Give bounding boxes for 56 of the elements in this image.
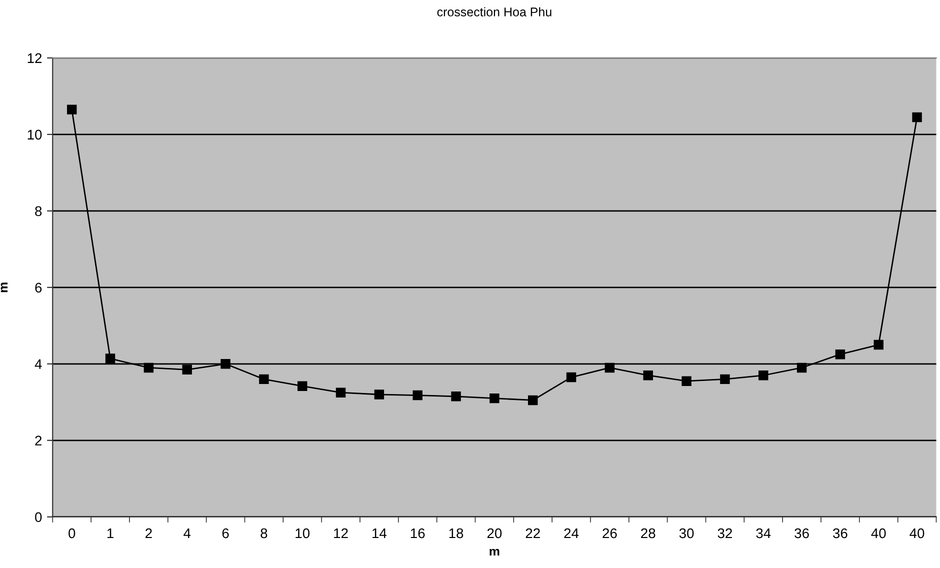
point — [758, 370, 768, 380]
x-tick-label: 26 — [602, 528, 617, 538]
x-tick-label: 30 — [679, 528, 694, 538]
point — [297, 381, 308, 391]
y-tick-label: 10 — [28, 130, 42, 140]
x-tick-label: 20 — [487, 528, 502, 538]
y-tick-label: 0 — [35, 512, 42, 522]
point — [682, 376, 692, 386]
x-tick-label: 40 — [871, 528, 886, 538]
x-tick-label: 16 — [410, 528, 425, 538]
point — [259, 374, 269, 384]
point — [796, 362, 807, 373]
x-tick-label: 0 — [68, 528, 76, 538]
y-tick-label: 12 — [28, 53, 42, 63]
point — [528, 395, 538, 406]
x-tick-label: 22 — [526, 528, 540, 538]
x-tick-label: 34 — [756, 528, 771, 538]
x-tick-label: 6 — [222, 528, 229, 538]
point — [874, 340, 884, 350]
point — [451, 392, 461, 402]
x-tick-label: 8 — [260, 528, 268, 538]
x-tick-label: 32 — [718, 528, 732, 538]
y-axis-title: m — [0, 282, 8, 292]
chart-title: crossection Hoa Phu — [437, 7, 552, 16]
x-tick-label: 36 — [794, 528, 809, 538]
point — [604, 362, 615, 373]
point — [835, 349, 846, 360]
x-tick-label: 18 — [449, 528, 464, 538]
x-tick-label: 14 — [372, 528, 387, 538]
point — [490, 393, 500, 404]
x-tick-label: 2 — [146, 528, 152, 538]
y-tick-label: 8 — [35, 206, 42, 216]
y-tick-label: 2 — [35, 436, 42, 446]
point — [220, 359, 230, 369]
x-tick-label: 36 — [833, 528, 848, 538]
x-tick-label: 12 — [334, 528, 348, 538]
point — [144, 362, 154, 373]
point — [412, 390, 422, 400]
x-tick-label: 40 — [910, 528, 924, 538]
x-tick-label: 1 — [107, 528, 114, 538]
point — [643, 370, 653, 380]
point — [912, 112, 922, 122]
x-axis-title: m — [490, 548, 500, 556]
point — [66, 104, 77, 114]
point — [182, 364, 192, 374]
point — [336, 388, 346, 398]
x-tick-label: 10 — [296, 528, 310, 538]
point — [566, 372, 576, 382]
y-tick-label: 6 — [35, 282, 42, 293]
y-tick-label: 4 — [34, 359, 42, 369]
point — [105, 354, 116, 364]
x-tick-label: 4 — [184, 528, 191, 538]
x-tick-label: 28 — [641, 528, 656, 538]
point — [374, 390, 384, 400]
x-tick-label: 24 — [564, 528, 579, 538]
point — [720, 374, 730, 384]
